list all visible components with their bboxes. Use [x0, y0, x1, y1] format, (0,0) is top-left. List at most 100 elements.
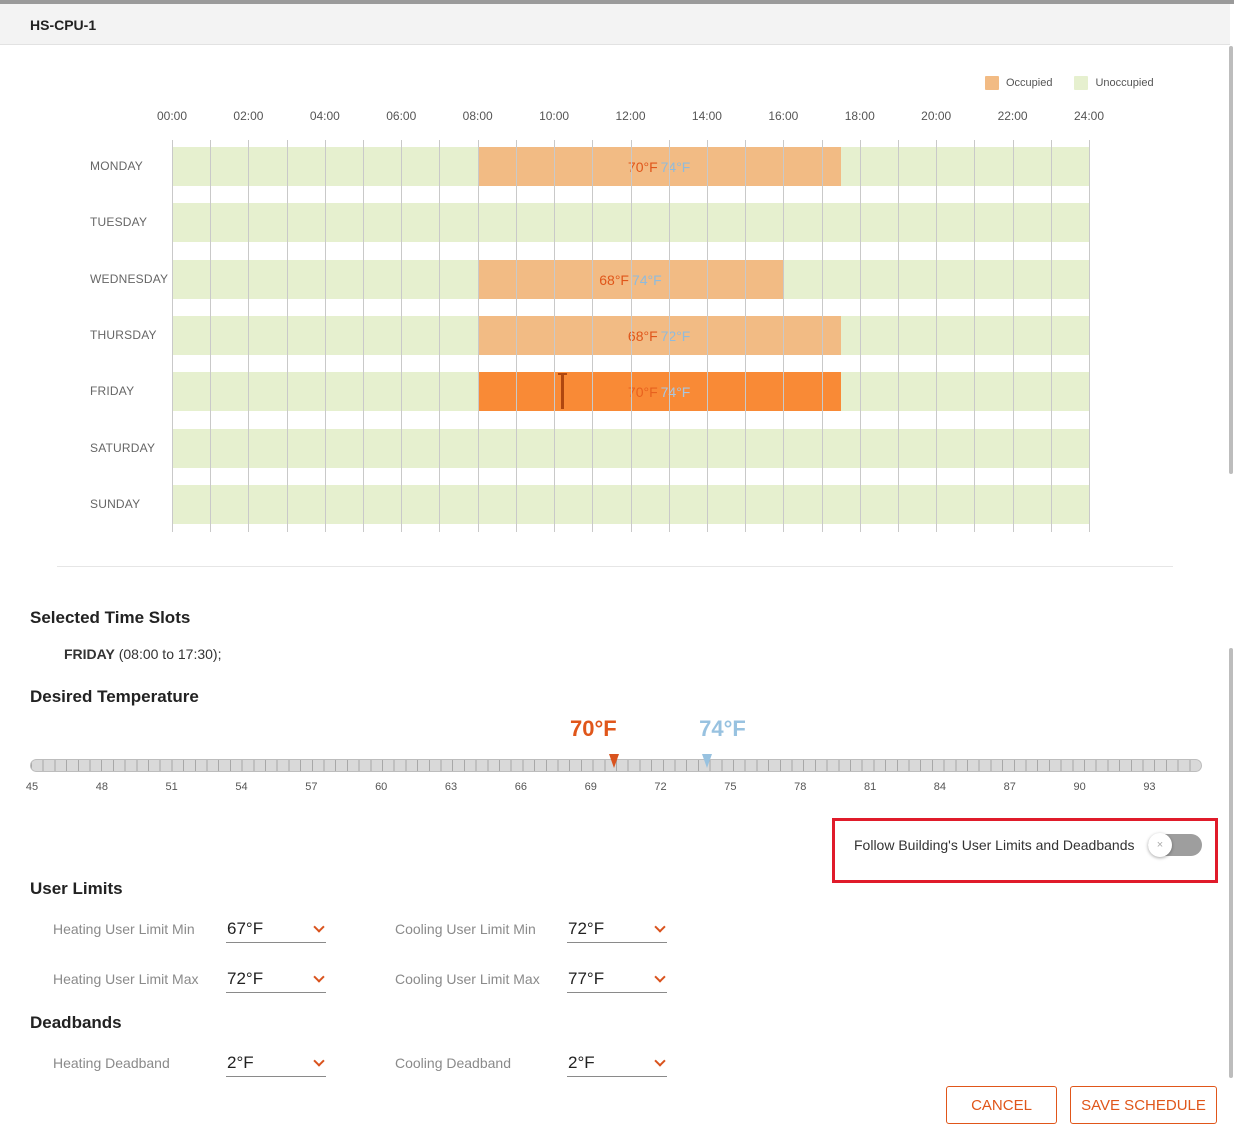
- temperature-tick-label: 51: [165, 781, 178, 793]
- window-top-strip: [0, 0, 1234, 4]
- hour-label: 12:00: [615, 109, 646, 123]
- legend-swatch-unoccupied: [1074, 76, 1089, 90]
- temperature-tick-label: 72: [654, 781, 667, 793]
- occupied-block-friday[interactable]: 70°F 74°F: [477, 372, 841, 411]
- occupied-block-thursday[interactable]: 68°F 72°F: [477, 316, 841, 355]
- cooling-user-limit-min-select[interactable]: 72°F: [567, 916, 667, 943]
- day-label-monday: MONDAY: [90, 159, 143, 173]
- cooling-user-limit-min-label: Cooling User Limit Min: [395, 921, 536, 937]
- hour-gridline: [478, 140, 479, 532]
- heating-setpoint-label: 70°F: [570, 716, 617, 741]
- hour-gridline: [936, 140, 937, 532]
- hour-gridline: [783, 140, 784, 532]
- day-label-thursday: THURSDAY: [90, 328, 157, 342]
- hour-gridline: [592, 140, 593, 532]
- highlight-annotation-box: [832, 818, 1218, 883]
- hour-label: 18:00: [844, 109, 875, 123]
- temperature-tick-label: 93: [1143, 781, 1156, 793]
- occupied-block-wednesday[interactable]: 68°F 74°F: [477, 260, 784, 299]
- drag-cursor-handle[interactable]: [557, 373, 567, 409]
- hour-gridline: [1051, 140, 1052, 532]
- hour-gridline: [1089, 140, 1090, 532]
- cooling-deadband-label: Cooling Deadband: [395, 1055, 511, 1071]
- day-label-tuesday: TUESDAY: [90, 215, 148, 229]
- heating-user-limit-max-label: Heating User Limit Max: [53, 971, 199, 987]
- day-label-sunday: SUNDAY: [90, 497, 141, 511]
- hour-gridline: [707, 140, 708, 532]
- temperature-tick-label: 75: [724, 781, 737, 793]
- heating-user-limit-min-value: 67°F: [227, 919, 264, 938]
- hour-gridline: [210, 140, 211, 532]
- hour-label: 08:00: [462, 109, 493, 123]
- hour-gridline: [1013, 140, 1014, 532]
- temperature-tick-label: 45: [25, 781, 39, 793]
- selected-slot-text: FRIDAY (08:00 to 17:30);: [64, 646, 221, 662]
- cooling-deadband-select[interactable]: 2°F: [567, 1050, 667, 1077]
- hour-label: 04:00: [309, 109, 340, 123]
- hour-gridline: [860, 140, 861, 532]
- temperature-tick-label: 78: [794, 781, 807, 793]
- hour-gridline: [898, 140, 899, 532]
- cancel-button[interactable]: CANCEL: [946, 1086, 1057, 1124]
- cooling-user-limit-max-select[interactable]: 77°F: [567, 966, 667, 993]
- legend-item-occupied: Occupied: [985, 76, 1052, 90]
- temperature-tick-label: 63: [444, 781, 458, 793]
- heating-user-limit-min-select[interactable]: 67°F: [226, 916, 326, 943]
- heating-deadband-select[interactable]: 2°F: [226, 1050, 326, 1077]
- save-schedule-button[interactable]: SAVE SCHEDULE: [1070, 1086, 1217, 1124]
- hour-label: 20:00: [921, 109, 952, 123]
- schedule-legend: Occupied Unoccupied: [985, 76, 1176, 90]
- temperature-tick-label: 66: [514, 781, 527, 793]
- day-label-friday: FRIDAY: [90, 384, 135, 398]
- heating-deadband-value: 2°F: [227, 1053, 254, 1072]
- block-cooling-temp: 74°F: [631, 271, 662, 288]
- scrollbar-thumb-lower[interactable]: [1229, 648, 1233, 1078]
- selected-time-slots-title: Selected Time Slots: [30, 608, 191, 627]
- selected-slot-day: FRIDAY: [64, 646, 115, 662]
- temperature-tick-label: 57: [305, 781, 318, 793]
- user-limits-title: User Limits: [30, 879, 123, 898]
- cooling-setpoint-handle[interactable]: [702, 754, 713, 768]
- hour-gridline: [745, 140, 746, 532]
- hour-label: 02:00: [233, 109, 264, 123]
- hour-gridline: [554, 140, 555, 532]
- temperature-tick-label: 90: [1073, 781, 1086, 793]
- legend-label-unoccupied: Unoccupied: [1095, 77, 1154, 89]
- hour-label: 00:00: [156, 109, 188, 123]
- temperature-tick-label: 48: [95, 781, 108, 793]
- temperature-tick-label: 69: [584, 781, 597, 793]
- hour-gridline: [363, 140, 364, 532]
- heating-deadband-label: Heating Deadband: [53, 1055, 170, 1071]
- block-heating-temp: 70°F: [627, 158, 658, 175]
- block-cooling-temp: 74°F: [660, 158, 691, 175]
- legend-item-unoccupied: Unoccupied: [1074, 76, 1154, 90]
- hour-label: 06:00: [386, 109, 417, 123]
- section-divider: [57, 566, 1173, 567]
- legend-swatch-occupied: [985, 76, 999, 90]
- chevron-down-icon: [654, 971, 666, 983]
- hour-gridline: [325, 140, 326, 532]
- dialog-title: HS-CPU-1: [30, 17, 97, 33]
- block-cooling-temp: 72°F: [660, 327, 691, 344]
- hour-gridline: [516, 140, 517, 532]
- follow-building-label: Follow Building's User Limits and Deadba…: [854, 837, 1135, 853]
- hour-label: 24:00: [1073, 109, 1105, 123]
- cooling-setpoint-label: 74°F: [699, 716, 746, 741]
- hour-gridline: [172, 140, 173, 532]
- block-heating-temp: 68°F: [627, 327, 658, 344]
- scrollbar-thumb[interactable]: [1229, 46, 1233, 474]
- follow-building-toggle[interactable]: ×: [1148, 833, 1202, 857]
- occupied-block-monday[interactable]: 70°F 74°F: [477, 147, 841, 186]
- heating-user-limit-max-value: 72°F: [227, 969, 264, 988]
- hour-gridline: [401, 140, 402, 532]
- desired-temperature-title: Desired Temperature: [30, 687, 199, 706]
- hour-gridline: [669, 140, 670, 532]
- cooling-user-limit-max-value: 77°F: [568, 969, 605, 988]
- heating-user-limit-max-select[interactable]: 72°F: [226, 966, 326, 993]
- chevron-down-icon: [654, 921, 666, 933]
- heating-setpoint-handle[interactable]: [609, 754, 619, 768]
- block-heating-temp: 70°F: [627, 383, 658, 400]
- hour-gridline: [631, 140, 632, 532]
- cooling-user-limit-min-value: 72°F: [568, 919, 605, 938]
- chevron-down-icon: [313, 921, 325, 933]
